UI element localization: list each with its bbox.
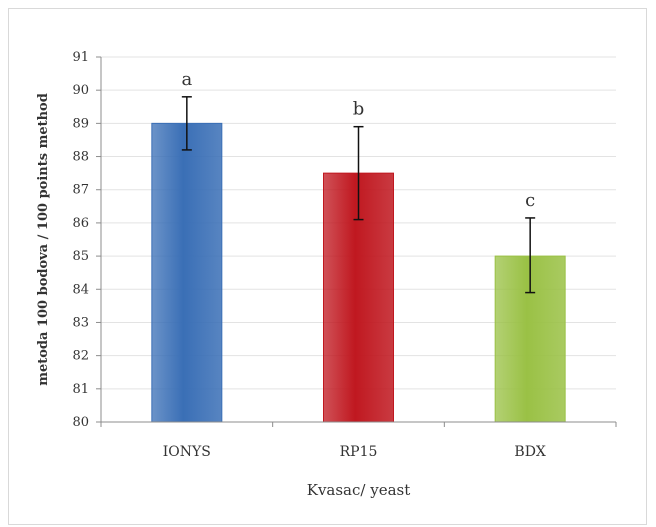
bars bbox=[151, 122, 566, 423]
y-tick-label: 87 bbox=[72, 183, 89, 198]
error-bars bbox=[181, 96, 536, 294]
y-tick-labels: 80 81 82 83 84 85 86 87 88 89 90 91 bbox=[72, 50, 89, 430]
y-tick-label: 86 bbox=[72, 216, 89, 231]
x-tick-label: RP15 bbox=[340, 444, 378, 460]
axes bbox=[96, 56, 617, 427]
y-tick-label: 83 bbox=[72, 315, 89, 330]
y-tick-label: 81 bbox=[72, 382, 89, 397]
significance-letter: c bbox=[525, 190, 535, 211]
significance-letter: a bbox=[181, 69, 192, 90]
y-tick-label: 89 bbox=[72, 116, 89, 131]
y-tick-label: 90 bbox=[72, 83, 89, 98]
significance-letters: a b c bbox=[181, 69, 535, 211]
y-tick-label: 80 bbox=[72, 415, 89, 430]
x-tick-labels: IONYS RP15 BDX bbox=[163, 444, 546, 460]
y-tick-label: 82 bbox=[72, 349, 89, 364]
y-tick-label: 84 bbox=[72, 282, 89, 297]
y-tick-label: 88 bbox=[72, 150, 89, 165]
y-axis-title: metoda 100 bodova / 100 points method bbox=[36, 93, 51, 386]
x-tick-label: IONYS bbox=[163, 444, 211, 460]
x-axis-title: Kvasac/ yeast bbox=[307, 481, 411, 499]
significance-letter: b bbox=[353, 99, 365, 120]
y-tick-label: 85 bbox=[72, 249, 89, 264]
bar-ionys bbox=[151, 122, 223, 423]
y-tick-label: 91 bbox=[72, 50, 89, 65]
x-tick-label: BDX bbox=[514, 444, 546, 460]
